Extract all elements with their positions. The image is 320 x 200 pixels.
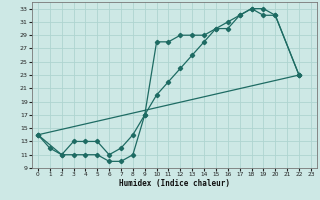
X-axis label: Humidex (Indice chaleur): Humidex (Indice chaleur) [119,179,230,188]
